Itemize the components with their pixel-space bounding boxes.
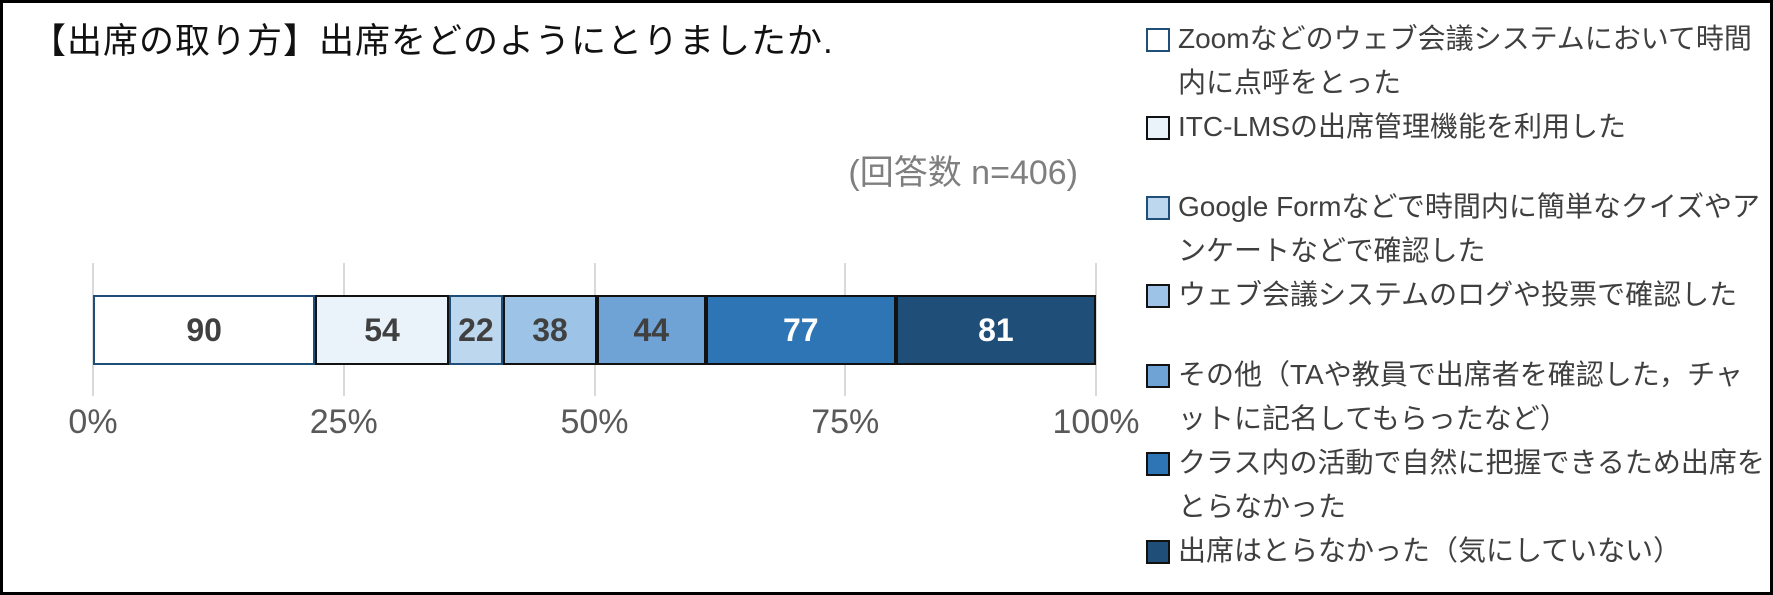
bar-segment: 54 <box>315 295 449 365</box>
legend-swatch <box>1146 364 1170 388</box>
x-axis-tick-label: 50% <box>560 403 629 441</box>
x-axis-tick-label: 0% <box>68 403 118 441</box>
bar-segment: 44 <box>596 295 706 365</box>
legend-swatch <box>1146 28 1170 52</box>
legend-item: ITC-LMSの出席管理機能を利用した <box>1146 105 1768 149</box>
bar-segment: 77 <box>705 295 896 365</box>
plot-area: 90 54 22 38 44 77 81 0% 25% 50% 75% 100% <box>3 3 1139 592</box>
bar-segment: 81 <box>895 295 1096 365</box>
legend-label: その他（TAや教員で出席者を確認した，チャットに記名してもらったなど） <box>1178 359 1743 434</box>
bar-segment: 38 <box>503 295 597 365</box>
legend-item: その他（TAや教員で出席者を確認した，チャットに記名してもらったなど） <box>1146 353 1768 441</box>
legend: Zoomなどのウェブ会議システムにおいて時間内に点呼をとった ITC-LMSの出席… <box>1146 17 1768 573</box>
x-axis-tick-label: 75% <box>811 403 880 441</box>
legend-swatch <box>1146 540 1170 564</box>
legend-item: クラス内の活動で自然に把握できるため出席をとらなかった <box>1146 441 1768 529</box>
legend-swatch <box>1146 196 1170 220</box>
gridline <box>1095 263 1097 396</box>
legend-label: ウェブ会議システムのログや投票で確認した <box>1178 279 1738 310</box>
legend-item: ウェブ会議システムのログや投票で確認した <box>1146 273 1768 317</box>
legend-label: クラス内の活動で自然に把握できるため出席をとらなかった <box>1178 447 1765 522</box>
stacked-bar: 90 54 22 38 44 77 81 <box>93 295 1096 365</box>
bar-segment-value: 81 <box>978 311 1014 348</box>
legend-label: ITC-LMSの出席管理機能を利用した <box>1178 111 1627 142</box>
legend-label: 出席はとらなかった（気にしていない） <box>1178 535 1682 566</box>
legend-swatch <box>1146 116 1170 140</box>
bar-segment: 90 <box>93 295 316 365</box>
bar-segment-value: 77 <box>782 311 819 348</box>
legend-item: 出席はとらなかった（気にしていない） <box>1146 529 1768 573</box>
chart-title: 【出席の取り方】出席をどのようにとりましたか. <box>31 22 834 61</box>
legend-label: Google Formなどで時間内に簡単なクイズやアンケートなどで確認した <box>1178 191 1760 266</box>
bar-segment-value: 90 <box>186 311 222 348</box>
bar-segment-value: 54 <box>364 311 400 348</box>
x-axis-tick-label: 100% <box>1052 403 1140 441</box>
bar-segment-value: 44 <box>633 311 670 348</box>
bar-segment-value: 38 <box>532 311 568 348</box>
legend-label: Zoomなどのウェブ会議システムにおいて時間内に点呼をとった <box>1178 23 1752 98</box>
bar-segment: 22 <box>448 295 504 365</box>
response-count-note: (回答数 n=406) <box>848 154 1078 192</box>
legend-item: Google Formなどで時間内に簡単なクイズやアンケートなどで確認した <box>1146 185 1768 273</box>
legend-item: Zoomなどのウェブ会議システムにおいて時間内に点呼をとった <box>1146 17 1768 105</box>
x-axis-tick-label: 25% <box>309 403 378 441</box>
bar-segment-value: 22 <box>458 311 494 348</box>
legend-swatch <box>1146 284 1170 308</box>
legend-swatch <box>1146 452 1170 476</box>
